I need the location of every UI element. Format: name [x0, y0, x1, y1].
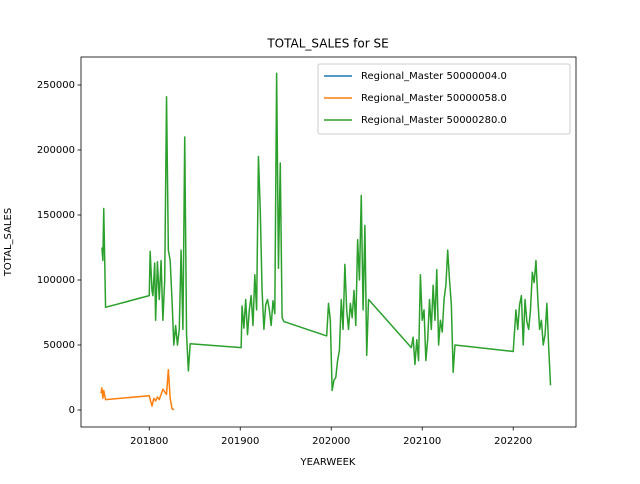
- series-line: [101, 72, 552, 392]
- plot-frame: [80, 56, 577, 428]
- legend-label: Regional_Master 50000058.0: [361, 93, 507, 104]
- x-tick-label: 202100: [403, 436, 441, 447]
- y-tick-label: 100000: [37, 275, 75, 286]
- legend-box: [317, 63, 571, 135]
- y-axis-label: TOTAL_SALES: [3, 208, 14, 277]
- series-line: [100, 368, 175, 411]
- y-tick-label: 50000: [43, 340, 75, 351]
- x-tick-label: 201800: [130, 436, 168, 447]
- legend-label: Regional_Master 50000280.0: [361, 115, 507, 126]
- x-tick-label: 202000: [312, 436, 350, 447]
- y-tick-label: 0: [69, 405, 75, 416]
- legend-label: Regional_Master 50000004.0: [361, 71, 507, 82]
- chart-title: TOTAL_SALES for SE: [266, 37, 388, 51]
- x-tick-label: 202200: [494, 436, 532, 447]
- y-tick-label: 250000: [37, 80, 75, 91]
- y-tick-label: 200000: [37, 145, 75, 156]
- x-axis-label: YEARWEEK: [300, 457, 356, 468]
- x-tick-label: 201900: [221, 436, 259, 447]
- y-tick-label: 150000: [37, 210, 75, 221]
